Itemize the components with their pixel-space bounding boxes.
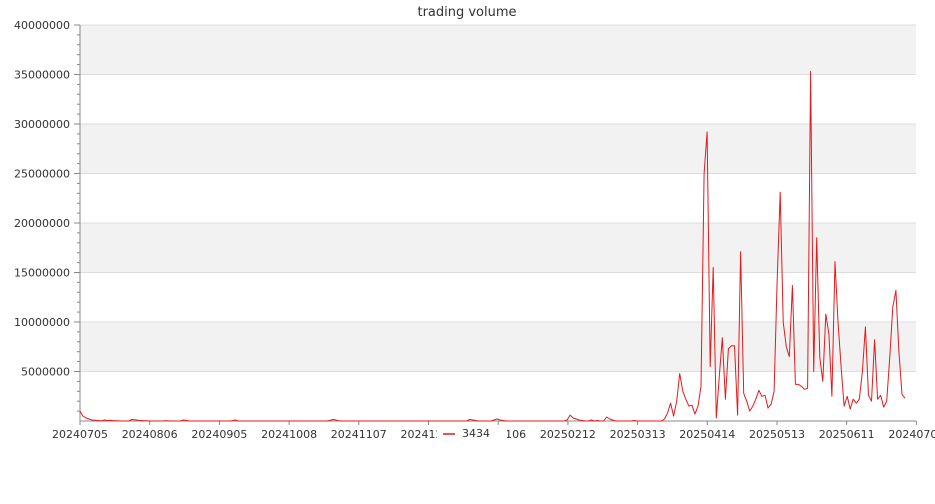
- y-tick-label: 15000000: [14, 267, 70, 280]
- y-tick-label: 10000000: [14, 316, 70, 329]
- x-tick-label: 20250414: [679, 428, 735, 441]
- x-tick-label: 20240806: [122, 428, 178, 441]
- x-tick-label: 20240705: [52, 428, 108, 441]
- y-tick-label: 40000000: [14, 19, 70, 32]
- chart-title: trading volume: [417, 5, 516, 20]
- grid-lines: [80, 24, 916, 372]
- legend-background: [437, 425, 507, 441]
- grid-band: [80, 25, 916, 75]
- y-tick-label: 20000000: [14, 217, 70, 230]
- series-line-3434: [79, 71, 906, 422]
- x-tick-label: 20250313: [610, 428, 666, 441]
- grid-band: [80, 124, 916, 174]
- grid-bands: [80, 25, 916, 372]
- x-tick-label: 20240905: [191, 428, 247, 441]
- grid-band: [80, 223, 916, 273]
- x-tick-label: 20250611: [819, 428, 875, 441]
- x-tick-label: 20241008: [261, 428, 317, 441]
- grid-band: [80, 322, 916, 372]
- y-axis-ticks: 5000000 10000000 15000000 20000000 25000000 3…: [14, 19, 80, 412]
- series-layer: [79, 71, 906, 422]
- x-tick-label: 20250513: [749, 428, 805, 441]
- x-tick-label: 20240705: [888, 428, 935, 441]
- x-axis-ticks: 20240705 20240806 20240905 20241008 20241107…: [52, 421, 935, 441]
- x-tick-label: 20241107: [331, 428, 387, 441]
- legend: 3434: [437, 425, 507, 441]
- x-tick-label: 20250212: [540, 428, 596, 441]
- y-tick-label: 30000000: [14, 118, 70, 131]
- y-tick-label: 35000000: [14, 69, 70, 82]
- y-tick-label: 25000000: [14, 168, 70, 181]
- legend-label-3434: 3434: [462, 427, 490, 440]
- y-tick-label: 5000000: [21, 366, 70, 379]
